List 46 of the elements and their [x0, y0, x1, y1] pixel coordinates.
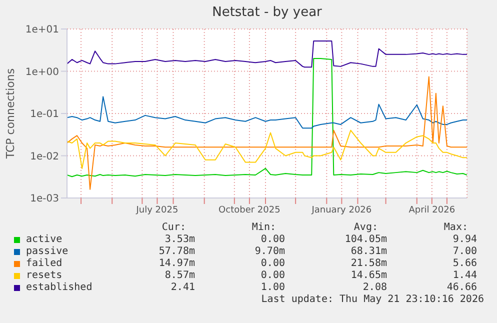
x-tick-label: January 2026 — [310, 205, 372, 216]
text: 8.57m — [164, 270, 195, 281]
text: 9.70m — [254, 246, 285, 257]
x-tick-label: April 2026 — [408, 205, 456, 216]
y-axis-title: TCP connections — [4, 68, 17, 160]
text: 46.66 — [446, 282, 477, 293]
text: 1.44 — [452, 270, 477, 281]
text: 3.53m — [164, 234, 195, 245]
legend-label: failed — [26, 258, 62, 269]
text: Cur: — [162, 222, 186, 233]
text: 14.65m — [350, 270, 387, 281]
text: 7.00 — [452, 246, 477, 257]
line-series — [67, 130, 467, 169]
text: 0.00 — [260, 258, 285, 269]
text: 2.08 — [362, 282, 387, 293]
text: 1.00 — [260, 282, 285, 293]
text: 9.94 — [452, 234, 477, 245]
text: Max: — [444, 222, 468, 233]
text: 68.31m — [350, 246, 387, 257]
text: Min: — [252, 222, 276, 233]
text: Avg: — [354, 222, 378, 233]
y-tick-label: 1e-01 — [30, 109, 59, 120]
legend-label: active — [26, 234, 62, 245]
line-series — [67, 76, 467, 190]
line-series — [67, 58, 467, 178]
text: 57.78m — [158, 246, 195, 257]
legend-label: established — [26, 282, 92, 293]
x-tick-label: October 2025 — [218, 205, 280, 216]
y-tick-label: 1e-03 — [30, 194, 59, 205]
line-series — [67, 40, 467, 68]
text: 5.66 — [452, 258, 477, 269]
y-tick-label: 1e-02 — [30, 151, 59, 162]
line-series — [67, 96, 467, 129]
text: 14.97m — [158, 258, 195, 269]
y-tick-label: 1e+01 — [25, 24, 59, 36]
legend-label: resets — [26, 270, 62, 281]
text: 104.05m — [344, 234, 387, 245]
text: 0.00 — [260, 234, 285, 245]
text: 2.41 — [170, 282, 195, 293]
x-tick-label: July 2025 — [135, 205, 178, 216]
chart-title: Netstat - by year — [211, 5, 323, 20]
text: 0.00 — [260, 270, 285, 281]
legend-label: passive — [26, 246, 68, 257]
text: 21.58m — [350, 258, 387, 269]
text: Last update: Thu May 21 23:10:16 2026 — [261, 294, 484, 305]
y-tick-label: 1e+00 — [25, 66, 59, 78]
